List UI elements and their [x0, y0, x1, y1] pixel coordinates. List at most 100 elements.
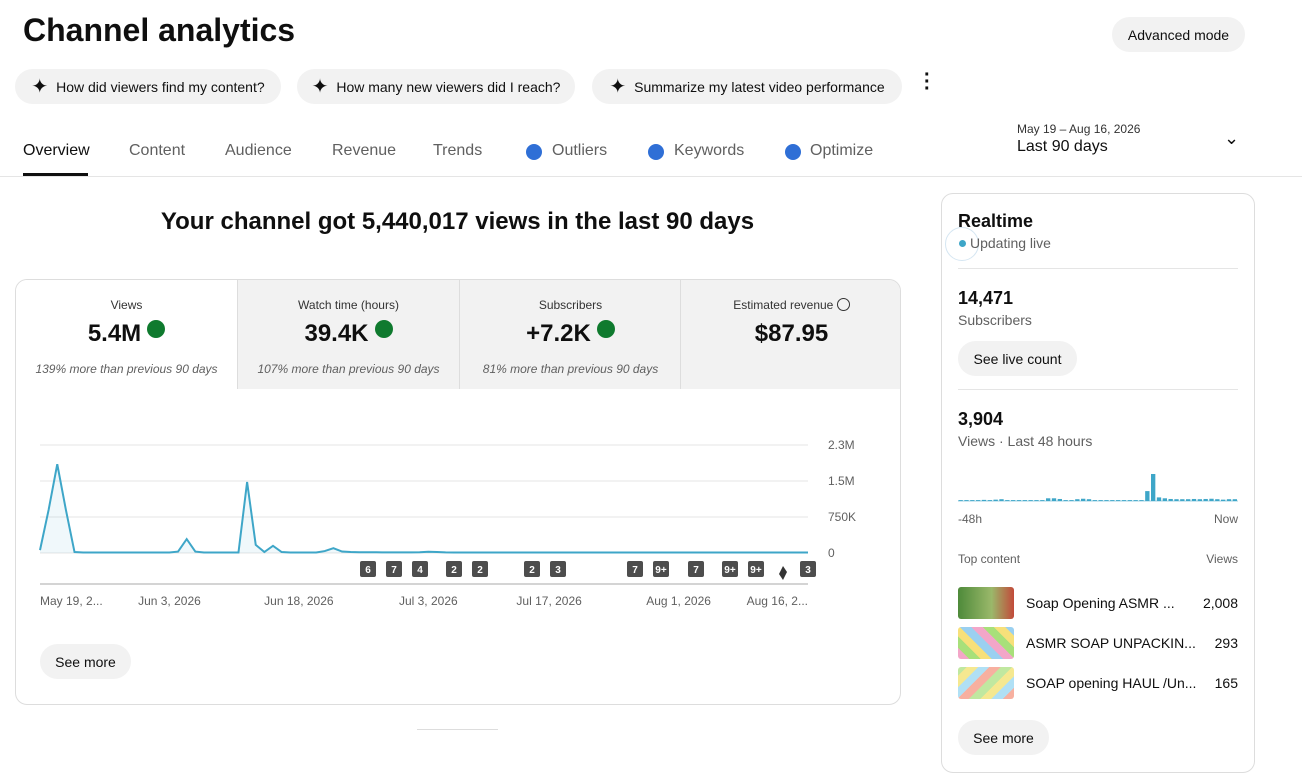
- tab[interactable]: Revenue: [332, 142, 397, 159]
- headline: Your channel got 5,440,017 views in the …: [160, 208, 755, 235]
- clock-icon: [836, 298, 850, 311]
- see-more-button[interactable]: See more: [40, 644, 131, 679]
- bar: [999, 499, 1004, 501]
- metric[interactable]: Subscribers +7.2K 81% more than previous 9…: [459, 280, 681, 389]
- x-tick-label: Jul 17, 2026: [516, 594, 582, 608]
- live-dot: [959, 240, 966, 247]
- video-views: 293: [1214, 635, 1238, 651]
- overview-card: Views 5.4M 139% more than previous 90 days…: [15, 279, 901, 705]
- x-tick-label: Jul 3, 2026: [399, 594, 458, 608]
- upload-marker-label: 9+: [724, 565, 736, 576]
- up-icon: [374, 320, 393, 338]
- bar: [1016, 500, 1022, 501]
- bar: [1022, 500, 1027, 501]
- shorts-icon: [779, 566, 787, 580]
- bar: [1051, 498, 1057, 501]
- x-tick-label: Jun 18, 2026: [264, 594, 334, 608]
- bar: [1226, 499, 1232, 501]
- upload-marker: [722, 561, 738, 577]
- upload-marker: [524, 561, 540, 577]
- x-tick-label: May 19, 2...: [40, 594, 103, 608]
- prompt-text: How did viewers find my content?: [56, 78, 265, 95]
- upload-marker-label: 2: [451, 565, 457, 576]
- prompt-text: Summarize my latest video performance: [634, 78, 885, 95]
- metric[interactable]: Views 5.4M 139% more than previous 90 days: [16, 280, 237, 389]
- bar: [976, 500, 981, 501]
- bar: [1057, 498, 1062, 501]
- divider: [0, 176, 1302, 177]
- tab[interactable]: Outliers: [552, 142, 608, 159]
- video-title[interactable]: Soap Opening ASMR ...: [1026, 595, 1175, 611]
- upload-marker: [688, 561, 704, 577]
- advanced-mode-button[interactable]: Advanced mode: [1112, 17, 1245, 52]
- metric[interactable]: Watch time (hours) 39.4K 107% more than pr…: [237, 280, 459, 389]
- page-title: Channel analytics: [23, 12, 296, 48]
- live-ring: [945, 227, 979, 261]
- subscriber-count: 14,471: [958, 288, 1014, 308]
- divider: [958, 389, 1238, 390]
- realtime-title: Realtime: [958, 211, 1034, 231]
- upload-marker-label: 7: [632, 565, 638, 576]
- tab[interactable]: Trends: [433, 142, 483, 159]
- upload-marker-label: 6: [365, 565, 371, 576]
- prompt-chip[interactable]: ✦ How did viewers find my content?: [15, 69, 281, 104]
- see-more-button[interactable]: See more: [958, 720, 1049, 755]
- upload-marker: [360, 561, 376, 577]
- bar: [993, 499, 998, 501]
- metric-label: Views: [110, 298, 143, 312]
- views-count: 3,904: [958, 409, 1004, 429]
- bar: [987, 500, 992, 501]
- x-tick-label: Aug 1, 2026: [646, 594, 711, 608]
- video-title[interactable]: SOAP opening HAUL /Un...: [1026, 675, 1197, 691]
- upload-marker-label: 3: [555, 565, 561, 576]
- up-icon: [596, 320, 615, 338]
- more-menu[interactable]: · · ·: [924, 64, 931, 100]
- tab[interactable]: Audience: [225, 142, 292, 159]
- thumbnail: [958, 667, 1014, 699]
- bar: [970, 500, 975, 501]
- bar: [1145, 491, 1150, 501]
- bar: [1086, 499, 1092, 501]
- divider: [958, 268, 1238, 269]
- bar: [1040, 500, 1045, 501]
- bar: [1156, 497, 1162, 501]
- bar: [1197, 499, 1202, 501]
- tab[interactable]: Overview: [23, 142, 90, 159]
- tab[interactable]: Content: [129, 142, 186, 159]
- metric-note: 107% more than previous 90 days: [257, 362, 440, 376]
- bar: [1133, 500, 1138, 501]
- realtime-status: Updating live: [970, 235, 1051, 251]
- bar: [1186, 499, 1191, 501]
- bar: [1069, 500, 1074, 501]
- upload-marker-label: 2: [529, 565, 535, 576]
- upload-marker-label: 2: [477, 565, 483, 576]
- top-content-header: Top content: [958, 552, 1021, 566]
- prompt-chip[interactable]: ✦ How many new viewers did I reach?: [297, 69, 575, 104]
- video-title[interactable]: ASMR SOAP UNPACKIN...: [1026, 635, 1196, 651]
- bar: [1063, 500, 1068, 501]
- upload-marker-label: 9+: [750, 565, 762, 576]
- upload-marker-label: 3: [805, 565, 811, 576]
- tab-indicator: [23, 173, 88, 176]
- tab[interactable]: Optimize: [810, 142, 874, 159]
- bar: [1110, 500, 1115, 501]
- tab-icon: [526, 144, 542, 160]
- bar: [981, 499, 987, 501]
- metric[interactable]: Estimated revenue $87.95: [680, 280, 900, 389]
- prompt-chip[interactable]: ✦ Summarize my latest video performance: [592, 69, 902, 104]
- live-count-button[interactable]: See live count: [958, 341, 1077, 376]
- bar: [1034, 500, 1039, 501]
- upload-marker: [446, 561, 462, 577]
- date-range-label[interactable]: Last 90 days: [1017, 138, 1108, 155]
- bar: [1168, 498, 1173, 501]
- x-tick-label: Jun 3, 2026: [138, 594, 201, 608]
- bar: [1046, 498, 1051, 501]
- y-tick-label: 1.5M: [828, 474, 855, 488]
- subscriber-label: Subscribers: [958, 312, 1032, 328]
- metric-value: +7.2K: [526, 320, 591, 347]
- tab[interactable]: Keywords: [674, 142, 745, 159]
- date-range-chevron[interactable]: ⌄: [1224, 128, 1240, 148]
- bar: [1180, 499, 1185, 501]
- thumbnail: [958, 627, 1014, 659]
